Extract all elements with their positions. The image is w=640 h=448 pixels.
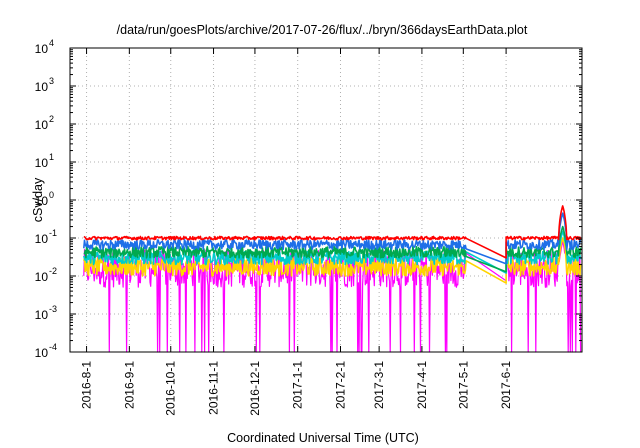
y-tick-label: 10 [35,346,49,360]
x-tick-label: 2016-10-1 [164,361,178,416]
chart-title: /data/run/goesPlots/archive/2017-07-26/f… [117,23,528,37]
x-tick-label: 2017-1-1 [291,361,305,409]
y-tick-exponent: 4 [49,38,54,48]
series-1 [83,212,582,265]
y-tick-exponent: -4 [49,342,57,352]
x-tick-label: 2017-2-1 [333,361,347,409]
series-2 [83,225,582,273]
y-tick-exponent: -2 [49,266,57,276]
y-tick-label: 10 [35,194,49,208]
plot-area [83,205,582,353]
series-0 [83,205,582,259]
series-line-0 [83,205,582,259]
y-tick-label: 10 [35,308,49,322]
x-tick-label: 2016-8-1 [80,361,94,409]
x-tick-label: 2016-11-1 [207,361,221,415]
x-tick-label: 2017-5-1 [456,361,470,409]
y-axis-label: cSv/day [31,177,45,222]
y-tick-exponent: 1 [49,152,54,162]
y-tick-label: 10 [35,80,49,94]
y-tick-exponent: -1 [49,228,57,238]
series-line-4 [83,237,582,284]
y-tick-label: 10 [35,270,49,284]
y-tick-label: 10 [35,156,49,170]
x-tick-label: 2017-6-1 [499,361,513,409]
x-tick-label: 2017-3-1 [372,361,386,409]
y-tick-label: 10 [35,232,49,246]
series-line-1 [83,212,582,265]
y-tick-exponent: -3 [49,304,57,314]
y-tick-exponent: 2 [49,114,54,124]
y-tick-label: 10 [35,42,49,56]
series-4 [83,237,582,284]
x-tick-label: 2016-12-1 [248,361,262,416]
series-line-2 [83,225,582,273]
x-axis-label: Coordinated Universal Time (UTC) [227,431,419,445]
y-tick-label: 10 [35,118,49,132]
y-tick-exponent: 3 [49,76,54,86]
y-tick-exponent: 0 [49,190,54,200]
x-tick-label: 2016-9-1 [122,361,136,409]
x-tick-label: 2017-4-1 [415,361,429,409]
